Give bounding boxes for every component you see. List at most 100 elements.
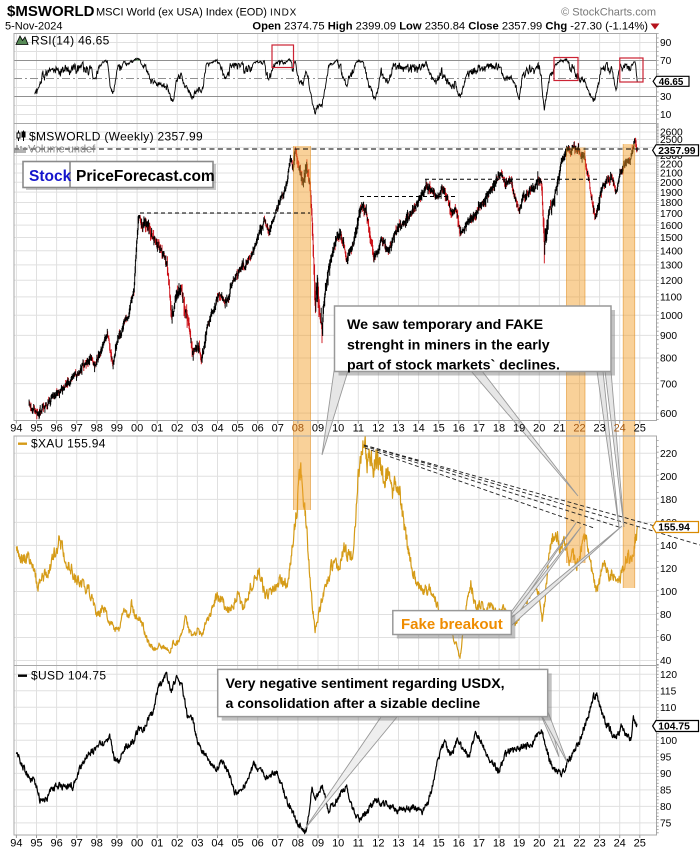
svg-text:30: 30 [660, 92, 672, 103]
svg-text:16: 16 [453, 838, 465, 850]
svg-text:1500: 1500 [660, 233, 683, 244]
svg-text:95: 95 [30, 838, 42, 850]
svg-text:2500: 2500 [660, 135, 683, 146]
svg-text:96: 96 [50, 423, 62, 435]
svg-text:18: 18 [493, 838, 505, 850]
svg-text:98: 98 [91, 838, 103, 850]
svg-text:46.65: 46.65 [659, 77, 684, 88]
svg-text:13: 13 [392, 423, 404, 435]
svg-text:2600: 2600 [660, 128, 683, 139]
svg-text:12: 12 [372, 423, 384, 435]
svg-text:05: 05 [231, 838, 243, 850]
svg-text:110: 110 [660, 703, 677, 714]
svg-text:strenght in miners in the earl: strenght in miners in the early [347, 338, 550, 354]
svg-text:a consolidation after a sizabl: a consolidation after a sizable decline [226, 696, 481, 712]
svg-text:$USD 104.75: $USD 104.75 [31, 669, 106, 683]
svg-text:14: 14 [412, 838, 424, 850]
svg-text:03: 03 [191, 838, 203, 850]
svg-text:180: 180 [660, 495, 677, 506]
svg-text:MSCI World (ex USA) Index (EOD: MSCI World (ex USA) Index (EOD) [96, 7, 267, 19]
svg-text:10: 10 [660, 110, 672, 121]
svg-text:15: 15 [433, 423, 445, 435]
svg-text:22: 22 [573, 838, 585, 850]
svg-text:90: 90 [660, 769, 672, 780]
svg-text:97: 97 [71, 423, 83, 435]
svg-text:Open 2374.75 High 2399.09 Lo: Open 2374.75 High 2399.09 Low 2350.84 Cl… [252, 21, 648, 33]
svg-text:$MSWORLD (Weekly) 2357.99: $MSWORLD (Weekly) 2357.99 [29, 130, 203, 144]
svg-text:2300: 2300 [660, 151, 683, 162]
svg-text:40: 40 [660, 656, 672, 667]
svg-text:© StockCharts.com: © StockCharts.com [561, 7, 656, 19]
svg-text:85: 85 [660, 786, 672, 797]
svg-text:00: 00 [131, 838, 143, 850]
svg-text:Volume undef: Volume undef [28, 144, 96, 156]
svg-text:70: 70 [660, 56, 672, 67]
svg-text:10: 10 [332, 423, 344, 435]
svg-text:75: 75 [660, 819, 672, 830]
svg-text:05: 05 [231, 423, 243, 435]
svg-text:200: 200 [660, 472, 677, 483]
svg-text:08: 08 [292, 423, 304, 435]
svg-text:115: 115 [660, 687, 677, 698]
svg-text:24: 24 [614, 838, 626, 850]
svg-text:60: 60 [660, 633, 672, 644]
svg-text:1200: 1200 [660, 276, 683, 287]
svg-text:120: 120 [660, 564, 677, 575]
svg-text:$XAU 155.94: $XAU 155.94 [31, 437, 106, 451]
svg-text:700: 700 [660, 379, 677, 390]
svg-text:13: 13 [392, 838, 404, 850]
svg-text:20: 20 [533, 423, 545, 435]
svg-text:01: 01 [151, 838, 163, 850]
svg-text:08: 08 [292, 838, 304, 850]
svg-text:1700: 1700 [660, 209, 683, 220]
svg-text:00: 00 [131, 423, 143, 435]
svg-text:04: 04 [211, 838, 223, 850]
svg-text:22: 22 [573, 423, 585, 435]
svg-text:220: 220 [660, 449, 677, 460]
svg-text:18: 18 [493, 423, 505, 435]
svg-text:11: 11 [353, 838, 364, 850]
svg-text:140: 140 [660, 541, 677, 552]
svg-text:PriceForecast.com: PriceForecast.com [76, 168, 215, 185]
svg-text:07: 07 [272, 423, 284, 435]
svg-text:95: 95 [30, 423, 42, 435]
svg-text:21: 21 [553, 423, 565, 435]
svg-text:1600: 1600 [660, 221, 683, 232]
svg-text:19: 19 [513, 838, 525, 850]
svg-text:04: 04 [211, 423, 223, 435]
svg-text:96: 96 [50, 838, 62, 850]
svg-text:90: 90 [660, 38, 672, 49]
svg-text:20: 20 [533, 838, 545, 850]
svg-text:02: 02 [171, 838, 183, 850]
svg-text:100: 100 [660, 736, 677, 747]
svg-text:RSI(14) 46.65: RSI(14) 46.65 [31, 34, 110, 48]
svg-text:Very negative sentiment regard: Very negative sentiment regarding USDX, [226, 676, 505, 692]
svg-text:80: 80 [660, 610, 672, 621]
svg-text:10: 10 [332, 838, 344, 850]
svg-text:98: 98 [91, 423, 103, 435]
svg-text:94: 94 [10, 838, 22, 850]
svg-text:06: 06 [252, 423, 264, 435]
svg-text:100: 100 [660, 587, 677, 598]
svg-text:01: 01 [151, 423, 163, 435]
svg-text:11: 11 [353, 423, 364, 435]
svg-text:1900: 1900 [660, 188, 683, 199]
svg-text:17: 17 [473, 838, 485, 850]
svg-text:25: 25 [634, 423, 646, 435]
svg-text:Fake breakout: Fake breakout [401, 616, 503, 633]
svg-text:97: 97 [71, 838, 83, 850]
svg-text:17: 17 [473, 423, 485, 435]
svg-text:06: 06 [252, 838, 264, 850]
svg-text:2357.99: 2357.99 [658, 146, 695, 157]
svg-text:part of stock markets` decline: part of stock markets` declines. [347, 358, 560, 374]
svg-text:$MSWORLD: $MSWORLD [7, 3, 95, 20]
svg-text:99: 99 [111, 423, 123, 435]
svg-text:1400: 1400 [660, 246, 683, 257]
svg-text:02: 02 [171, 423, 183, 435]
svg-text:80: 80 [660, 802, 672, 813]
svg-text:Stock: Stock [29, 168, 72, 185]
svg-text:15: 15 [433, 838, 445, 850]
svg-text:2000: 2000 [660, 178, 683, 189]
svg-text:We saw temporary and FAKE: We saw temporary and FAKE [347, 317, 543, 333]
svg-text:25: 25 [634, 838, 646, 850]
